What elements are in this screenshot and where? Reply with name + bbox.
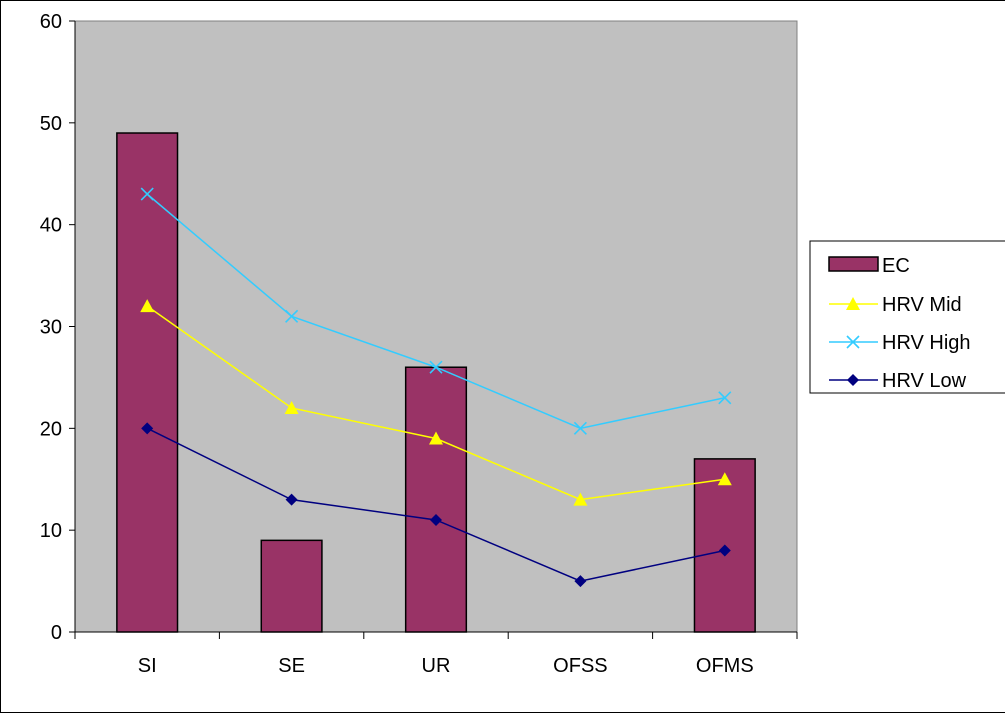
x-tick-label-ofss: OFSS (553, 655, 607, 677)
y-tick-label: 30 (40, 317, 62, 339)
point-hrv-low-si (141, 422, 154, 435)
point-hrv-low-ofms (718, 544, 731, 557)
x-tick-label-se: SE (278, 655, 305, 677)
line-series-hrv-mid (140, 299, 732, 506)
legend-label-hrv-high: HRV High (882, 332, 971, 354)
point-hrv-mid-ur (429, 431, 443, 445)
legend-label-hrv-low: HRV Low (882, 370, 967, 392)
legend-label-hrv-mid: HRV Mid (882, 294, 962, 316)
y-tick-label: 0 (51, 622, 62, 644)
point-hrv-low-ur (430, 513, 442, 526)
point-hrv-low-se (285, 493, 298, 506)
y-tick-label: 10 (40, 520, 62, 542)
axes: 0 10 20 30 40 50 60 SI SE UR OFSS OFMS (40, 11, 798, 677)
point-hrv-mid-ofss (573, 492, 588, 506)
bar-ec-se (260, 539, 323, 633)
legend-swatch-ec (828, 256, 879, 272)
legend-marker-hrv-mid (846, 297, 860, 310)
x-tick-label-ur: UR (422, 655, 451, 677)
point-hrv-high-si (140, 187, 154, 201)
legend: EC HRV Mid HRV High HRV Low (809, 240, 1005, 394)
line-series-group (140, 187, 732, 588)
line-series-hrv-low (141, 422, 731, 588)
y-tick-label: 50 (40, 113, 62, 135)
bar-ec-ur (404, 366, 468, 633)
bar-ec-si (116, 132, 179, 633)
point-hrv-high-ur (429, 360, 443, 374)
point-hrv-high-ofms (718, 391, 732, 405)
legend-marker-hrv-low (847, 374, 859, 386)
legend-label-ec: EC (882, 255, 910, 277)
line-series-hrv-high (140, 187, 732, 435)
y-tick-label: 60 (40, 11, 62, 33)
point-hrv-low-ofss (574, 575, 587, 588)
point-hrv-high-ofss (573, 421, 587, 435)
point-hrv-mid-si (140, 299, 155, 313)
x-tick-label-ofms: OFMS (696, 655, 754, 677)
y-tick-label: 40 (40, 215, 62, 237)
x-tick-label-si: SI (138, 655, 157, 677)
legend-marker-hrv-high (846, 335, 860, 349)
y-tick-label: 20 (40, 418, 62, 440)
point-hrv-high-se (285, 309, 299, 323)
point-hrv-mid-se (284, 400, 299, 414)
point-hrv-mid-ofms (717, 472, 732, 486)
